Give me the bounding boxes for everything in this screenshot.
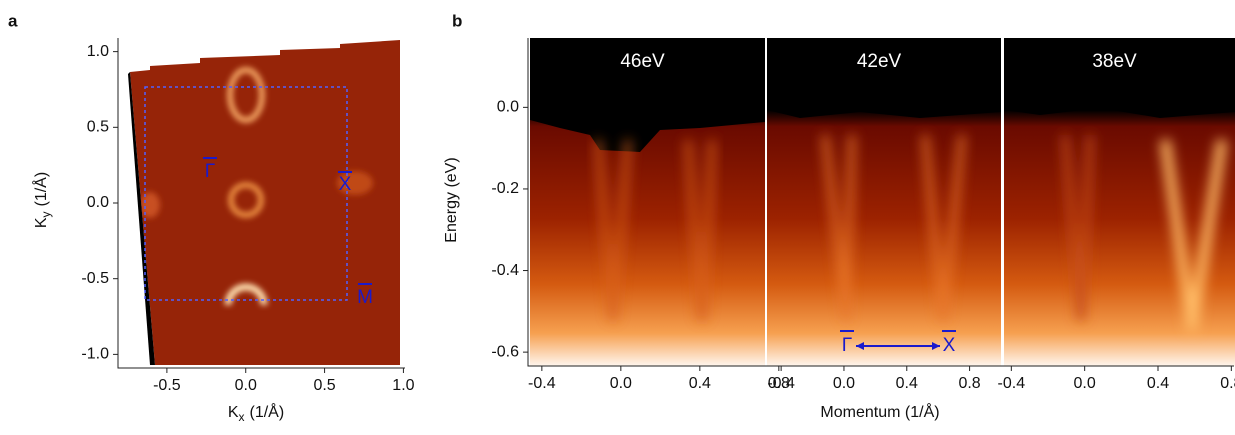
- symbol: K: [228, 404, 239, 421]
- annotation: Γ: [205, 161, 215, 182]
- x-tick-label: 0.0: [833, 375, 855, 392]
- x-axis-label: Momentum (1/Å): [820, 402, 939, 421]
- x-tick-label: 0.0: [610, 375, 632, 392]
- x-tick-label: 0.5: [313, 377, 335, 394]
- y-axis-label: Energy (eV): [443, 157, 460, 242]
- x-tick-label: 0.0: [1074, 375, 1096, 392]
- unit: (1/Å): [31, 172, 50, 207]
- x-tick-label: 0.4: [689, 375, 711, 392]
- map-image: [128, 40, 400, 365]
- annotation: M: [357, 287, 373, 308]
- subscript: x: [239, 410, 245, 424]
- y-tick-label: -0.5: [81, 270, 109, 287]
- y-tick-label: -1.0: [81, 346, 109, 363]
- x-tick-label: -0.4: [767, 375, 795, 392]
- y-tick-label: 1.0: [87, 43, 109, 60]
- y-tick-label: 0.5: [87, 119, 109, 136]
- unit: (1/Å): [250, 402, 285, 421]
- y-tick-label: 0.0: [87, 194, 109, 211]
- y-tick-label: -0.6: [491, 343, 519, 360]
- annotation: X: [943, 335, 956, 356]
- y-tick-label: -0.4: [491, 262, 519, 279]
- x-tick-label: 1.0: [392, 377, 414, 394]
- axis-frame: [117, 38, 405, 369]
- panel-label: a: [8, 11, 18, 30]
- x-tick-label: 0.8: [1220, 375, 1235, 392]
- axis-frame: [527, 38, 1234, 367]
- x-tick-label: 0.0: [235, 377, 257, 394]
- spectra-images: [203, 38, 1235, 366]
- y-tick-label: 0.0: [497, 99, 519, 116]
- y-tick-label: -0.2: [491, 180, 519, 197]
- panel-title: 42eV: [857, 51, 902, 72]
- y-axis-label: Ky (1/Å): [31, 172, 53, 228]
- x-axis-label: Kx (1/Å): [228, 402, 284, 424]
- x-tick-label: 0.4: [896, 375, 918, 392]
- panel-label: b: [452, 11, 462, 30]
- annotation: X: [339, 174, 352, 195]
- panel-title: 38eV: [1092, 51, 1137, 72]
- annotation: Γ: [842, 335, 852, 356]
- symbol: K: [33, 217, 50, 228]
- subscript: y: [39, 212, 53, 218]
- x-tick-label: -0.4: [998, 375, 1026, 392]
- panel-title: 46eV: [620, 51, 665, 72]
- x-tick-label: 0.4: [1147, 375, 1169, 392]
- x-tick-label: 0.8: [958, 375, 980, 392]
- x-tick-label: -0.5: [153, 377, 181, 394]
- x-tick-label: 0.8: [768, 375, 790, 392]
- x-tick-label: -0.4: [528, 375, 556, 392]
